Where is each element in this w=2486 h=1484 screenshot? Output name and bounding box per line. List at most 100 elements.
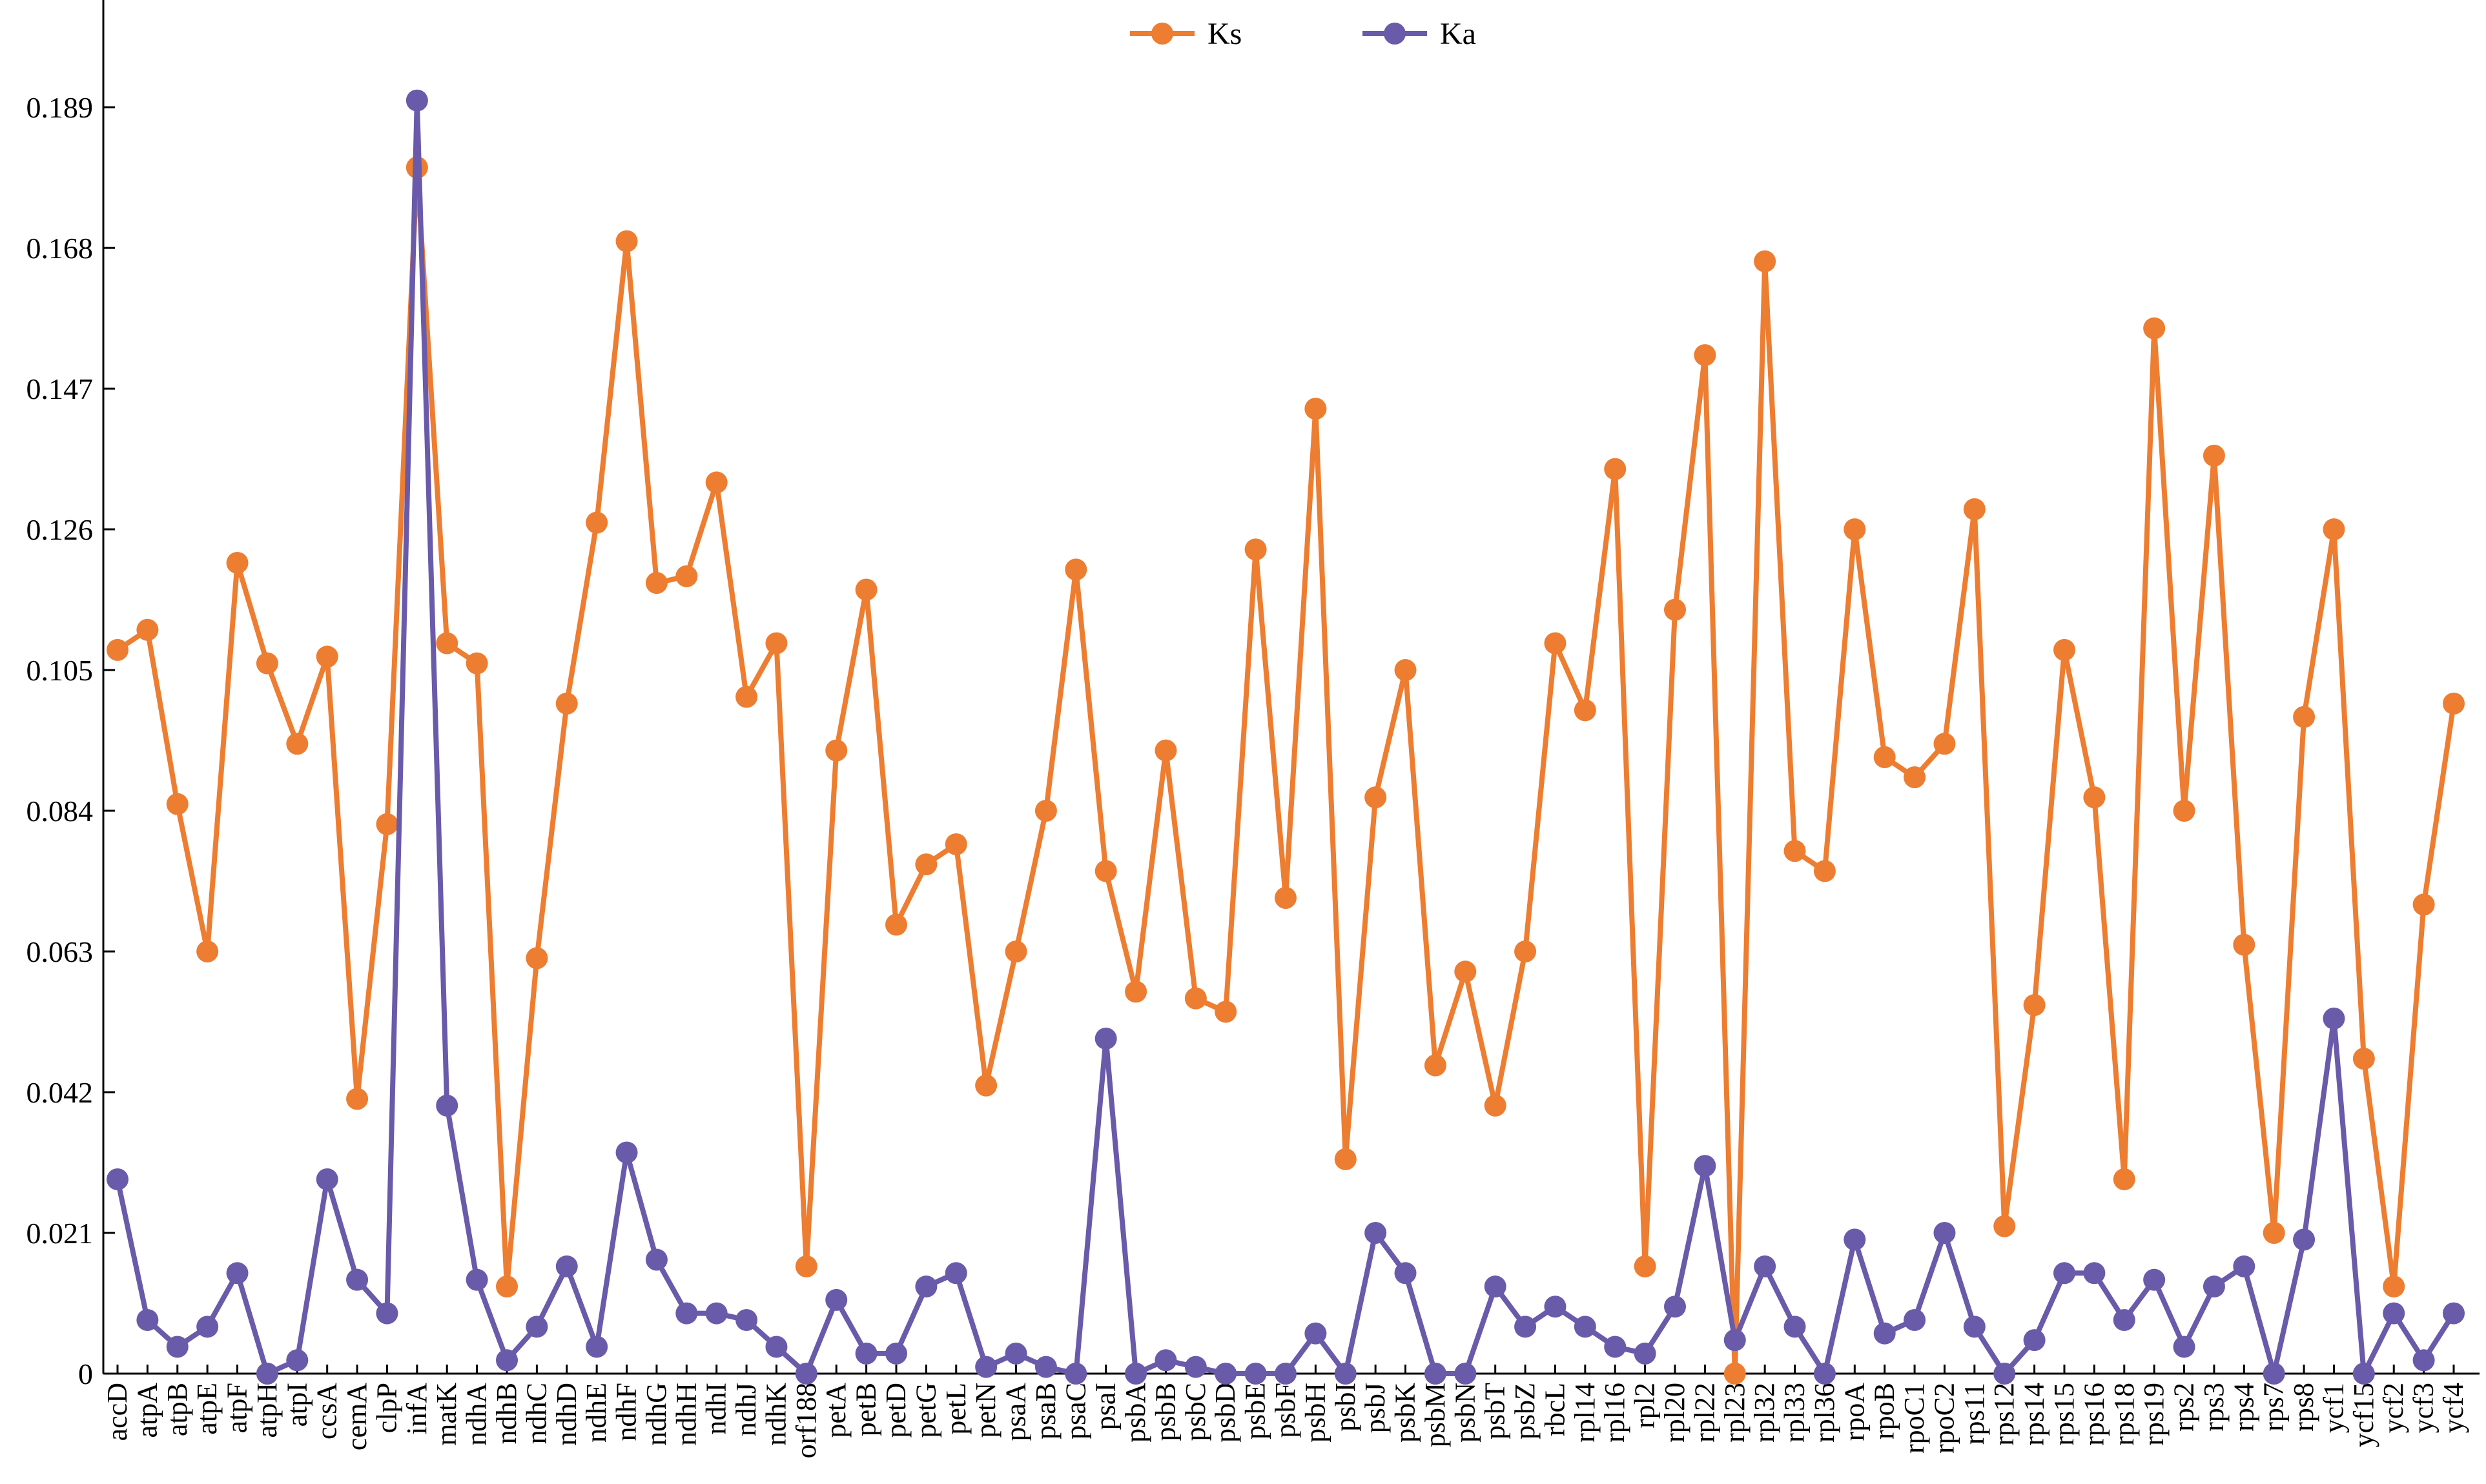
x-tick-label: psaC xyxy=(1060,1383,1091,1439)
x-tick-label: matK xyxy=(431,1383,462,1446)
data-point-ka xyxy=(1334,1363,1357,1385)
data-point-ks xyxy=(2053,638,2075,661)
x-tick-label: ycf3 xyxy=(2408,1383,2440,1433)
x-tick-label: psbF xyxy=(1269,1383,1301,1438)
data-point-ka xyxy=(466,1268,488,1291)
data-point-ks xyxy=(825,739,848,762)
x-tick-label: rps18 xyxy=(2108,1383,2140,1446)
x-tick-label: rps8 xyxy=(2288,1383,2319,1432)
x-tick-label: psbD xyxy=(1209,1383,1241,1443)
x-tick-label: psbJ xyxy=(1359,1383,1391,1433)
data-point-ka xyxy=(256,1363,278,1385)
x-tick-label: rpoC2 xyxy=(1928,1383,1960,1454)
data-point-ka xyxy=(1844,1228,1866,1251)
data-point-ka xyxy=(2412,1349,2435,1372)
data-point-ka xyxy=(975,1356,998,1378)
data-point-ka xyxy=(1904,1308,1926,1331)
data-point-ks xyxy=(1664,598,1686,621)
data-point-ks xyxy=(1125,981,1147,1003)
data-point-ka xyxy=(107,1168,128,1190)
data-point-ks xyxy=(555,692,578,715)
data-point-ka xyxy=(615,1141,638,1164)
data-point-ks xyxy=(1484,1094,1506,1117)
data-point-ka xyxy=(765,1336,788,1358)
x-tick-label: petB xyxy=(850,1383,882,1436)
data-point-ka xyxy=(1304,1322,1327,1345)
data-point-ka xyxy=(2443,1302,2465,1325)
data-point-ka xyxy=(1125,1363,1147,1385)
x-tick-label: ccsA xyxy=(311,1383,343,1439)
x-tick-label: rps14 xyxy=(2019,1383,2050,1446)
data-point-ka xyxy=(526,1316,548,1338)
data-point-ka xyxy=(1215,1363,1237,1385)
x-tick-label: rps15 xyxy=(2048,1383,2080,1446)
x-tick-label: ndhE xyxy=(580,1383,612,1443)
x-tick-label: petG xyxy=(910,1383,941,1438)
x-tick-label: rps4 xyxy=(2228,1383,2259,1432)
x-tick-label: atpE xyxy=(191,1383,223,1435)
x-tick-label: psbH xyxy=(1299,1383,1331,1443)
data-point-ks xyxy=(975,1074,998,1097)
series-layer xyxy=(107,89,2465,1385)
data-point-ka xyxy=(1873,1322,1896,1345)
data-point-ka xyxy=(1604,1336,1627,1358)
y-tick-label: 0.042 xyxy=(26,1076,94,1109)
data-point-ka xyxy=(795,1363,817,1385)
y-tick-label: 0.189 xyxy=(26,91,94,124)
data-point-ka xyxy=(2323,1007,2345,1030)
x-tick-label: psbI xyxy=(1330,1383,1361,1432)
data-point-ks xyxy=(2443,692,2465,715)
x-tick-label: rpl33 xyxy=(1779,1383,1811,1443)
data-point-ka xyxy=(1094,1027,1117,1050)
x-tick-label: psbN xyxy=(1449,1383,1481,1443)
y-tick-label: 0.168 xyxy=(26,232,94,265)
x-tick-label: petL xyxy=(940,1383,972,1435)
x-tick-label: rps7 xyxy=(2258,1383,2290,1432)
data-point-ka xyxy=(2233,1255,2255,1277)
data-point-ks xyxy=(945,833,967,855)
x-tick-label: clpP xyxy=(371,1383,402,1433)
data-point-ks xyxy=(226,551,249,574)
data-point-ka xyxy=(2113,1308,2135,1331)
data-point-ka xyxy=(1813,1363,1836,1385)
data-point-ka xyxy=(855,1342,878,1365)
data-point-ka xyxy=(286,1349,309,1372)
data-point-ks xyxy=(136,618,159,641)
data-point-ks xyxy=(1454,961,1477,983)
data-point-ks xyxy=(885,913,907,936)
x-tick-label: rpl23 xyxy=(1719,1383,1751,1443)
data-point-ka xyxy=(586,1336,608,1358)
x-tick-label: atpI xyxy=(281,1383,313,1427)
legend: Ks Ka xyxy=(1130,17,1476,51)
data-point-ka xyxy=(2083,1262,2106,1285)
x-tick-label: psbE xyxy=(1240,1383,1271,1439)
x-tick-label: rpoB xyxy=(1869,1383,1900,1439)
x-tick-label: ndhF xyxy=(611,1383,642,1441)
data-point-ka xyxy=(1184,1356,1207,1378)
data-point-ks xyxy=(346,1088,369,1110)
data-point-ka xyxy=(136,1308,159,1331)
data-point-ks xyxy=(2143,317,2166,340)
data-point-ks xyxy=(855,578,878,601)
data-point-ka xyxy=(1574,1316,1596,1338)
data-point-ka xyxy=(2023,1329,2046,1352)
data-point-ks xyxy=(2412,893,2435,916)
data-point-ka xyxy=(2143,1268,2166,1291)
x-tick-label: psbB xyxy=(1149,1383,1181,1441)
data-point-ka xyxy=(1514,1316,1537,1338)
data-point-ka xyxy=(226,1262,249,1285)
x-tick-label: rpl36 xyxy=(1809,1383,1840,1443)
data-point-ka xyxy=(1364,1222,1387,1245)
data-point-ks xyxy=(1904,766,1926,789)
x-tick-label: rpl14 xyxy=(1569,1383,1601,1443)
data-point-ka xyxy=(735,1308,758,1331)
data-point-ka xyxy=(1783,1316,1806,1338)
legend-marker xyxy=(1384,23,1406,45)
data-point-ks xyxy=(705,471,728,494)
legend-item-ka: Ka xyxy=(1362,17,1476,51)
x-tick-label: rps12 xyxy=(1988,1383,2020,1446)
data-point-ks xyxy=(256,652,278,675)
data-point-ks xyxy=(1094,860,1117,882)
data-point-ka xyxy=(1544,1296,1567,1318)
data-point-ka xyxy=(496,1349,518,1372)
